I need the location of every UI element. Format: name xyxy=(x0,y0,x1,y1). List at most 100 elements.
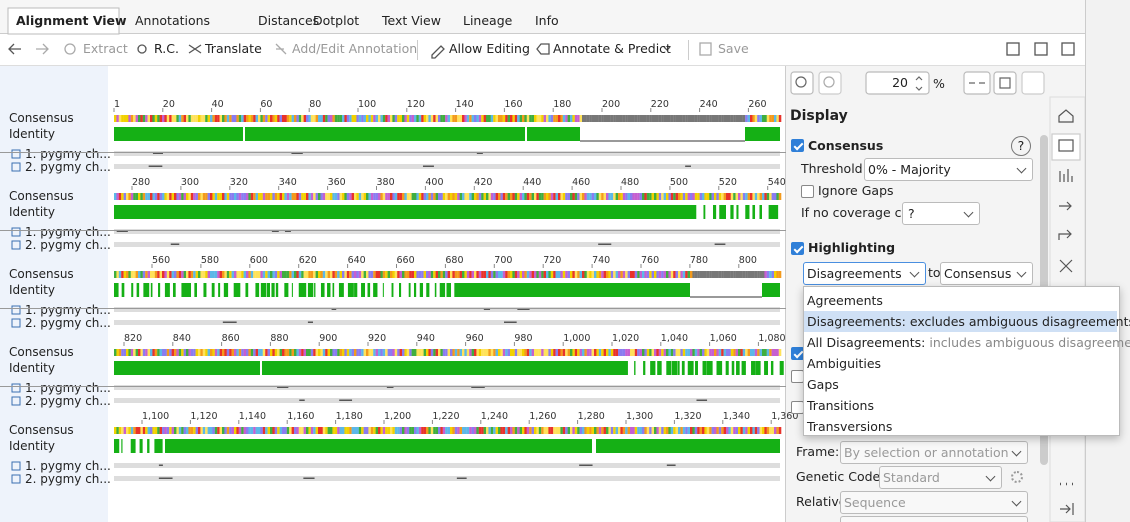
consensus-cell xyxy=(169,271,172,278)
consensus-cell xyxy=(714,193,717,200)
consensus-cell xyxy=(294,271,297,278)
consensus-cell xyxy=(356,193,359,200)
consensus-cell xyxy=(690,115,693,122)
consensus-cell xyxy=(210,271,213,278)
consensus-cell xyxy=(680,115,683,122)
checkbox[interactable] xyxy=(791,242,804,255)
consensus-cell xyxy=(248,349,251,356)
zoom-value[interactable]: 20 xyxy=(870,75,908,91)
consensus-cell xyxy=(587,349,590,356)
toolbar-button[interactable]: R.C. xyxy=(154,41,179,57)
ruler-label: 740 xyxy=(592,255,610,266)
consensus-cell xyxy=(462,115,465,122)
consensus-cell xyxy=(229,271,232,278)
consensus-cell xyxy=(604,271,607,278)
consensus-cell xyxy=(616,427,619,434)
consensus-cell xyxy=(354,115,357,122)
consensus-cell xyxy=(736,349,739,356)
help-button[interactable]: ? xyxy=(1011,136,1031,156)
tab[interactable]: Text View xyxy=(382,13,441,29)
identity-bar xyxy=(435,283,437,297)
consensus-cell xyxy=(740,115,743,122)
ruler-label: 20 xyxy=(163,99,175,110)
consensus-cell xyxy=(270,271,273,278)
select[interactable]: 0% - Majority xyxy=(864,158,1033,181)
find-btn[interactable] xyxy=(994,72,1016,94)
tab[interactable]: Info xyxy=(535,13,559,29)
identity-bar xyxy=(203,283,206,297)
dropdown-option[interactable]: Disagreements:excludes ambiguous disagre… xyxy=(804,311,1117,332)
select[interactable]: ? xyxy=(902,202,980,225)
zoom-out-btn[interactable] xyxy=(819,72,841,94)
consensus-cell xyxy=(344,115,347,122)
dropdown-option[interactable]: Transitions xyxy=(804,395,1117,416)
dropdown-option[interactable]: Agreements xyxy=(804,290,1117,311)
consensus-cell xyxy=(570,349,573,356)
toolbar-button[interactable]: Annotate & Predict xyxy=(553,41,671,57)
select[interactable]: Sequence xyxy=(840,491,1028,514)
gear-icon[interactable] xyxy=(1011,471,1023,483)
dropdown-option[interactable]: All Disagreements:includes ambiguous dis… xyxy=(804,332,1117,353)
consensus-cell xyxy=(632,271,635,278)
consensus-cell xyxy=(616,115,619,122)
consensus-cell xyxy=(541,193,544,200)
consensus-cell xyxy=(620,349,623,356)
consensus-cell xyxy=(284,427,287,434)
tab[interactable]: Dotplot xyxy=(313,13,359,29)
identity-bar xyxy=(657,361,661,375)
consensus-cell xyxy=(493,427,496,434)
dropdown-option[interactable]: Transversions xyxy=(804,416,1117,437)
consensus-cell xyxy=(457,193,460,200)
toolbar-button[interactable]: Add/Edit Annotation xyxy=(292,41,417,57)
tab[interactable]: Annotations xyxy=(135,13,210,29)
row-label: 1. pygmy ch... xyxy=(25,459,111,473)
checkbox[interactable] xyxy=(791,139,804,152)
consensus-cell xyxy=(755,349,758,356)
consensus-cell xyxy=(121,115,124,122)
consensus-cell xyxy=(544,427,547,434)
consensus-cell xyxy=(743,115,746,122)
identity-bar xyxy=(774,205,778,219)
checkbox[interactable] xyxy=(801,185,814,198)
fit-btn[interactable] xyxy=(964,72,990,94)
consensus-cell xyxy=(296,271,299,278)
zoom-in-btn[interactable] xyxy=(791,72,813,94)
consensus-cell xyxy=(625,271,628,278)
field-label: Ignore Gaps xyxy=(818,183,894,199)
fullscreen-btn[interactable] xyxy=(1022,72,1044,94)
select[interactable]: Standard xyxy=(879,466,1002,489)
consensus-cell xyxy=(428,427,431,434)
consensus-cell xyxy=(152,349,155,356)
consensus-cell xyxy=(337,193,340,200)
consensus-cell xyxy=(469,115,472,122)
toolbar-button[interactable]: Allow Editing xyxy=(449,41,530,57)
select[interactable]: By selection or annotation xyxy=(840,441,1028,464)
consensus-cell xyxy=(712,115,715,122)
consensus-cell xyxy=(330,349,333,356)
select[interactable]: Consensus xyxy=(940,262,1033,285)
sequence-gap xyxy=(696,400,707,402)
consensus-cell xyxy=(472,115,475,122)
consensus-cell xyxy=(193,349,196,356)
select[interactable]: Disagreements xyxy=(803,262,926,285)
consensus-cell xyxy=(772,271,775,278)
dropdown-option[interactable]: Ambiguities xyxy=(804,353,1117,374)
select[interactable] xyxy=(840,516,1028,522)
tab[interactable]: Lineage xyxy=(463,13,512,29)
option-label: Disagreements: xyxy=(807,314,906,329)
tab[interactable]: Distances xyxy=(258,13,319,29)
consensus-cell xyxy=(222,427,225,434)
consensus-cell xyxy=(498,349,501,356)
dropdown-option[interactable]: Gaps xyxy=(804,374,1117,395)
toolbar-button[interactable]: Save xyxy=(718,41,749,57)
consensus-cell xyxy=(628,193,631,200)
ruler-label: 340 xyxy=(279,177,297,188)
consensus-cell xyxy=(380,271,383,278)
consensus-cell xyxy=(630,427,633,434)
consensus-cell xyxy=(349,271,352,278)
tab[interactable]: Alignment View xyxy=(16,13,127,29)
toolbar-button[interactable]: Extract xyxy=(83,41,128,57)
toolbar-button[interactable]: Translate xyxy=(205,41,262,57)
consensus-cell xyxy=(584,271,587,278)
consensus-cell xyxy=(596,193,599,200)
